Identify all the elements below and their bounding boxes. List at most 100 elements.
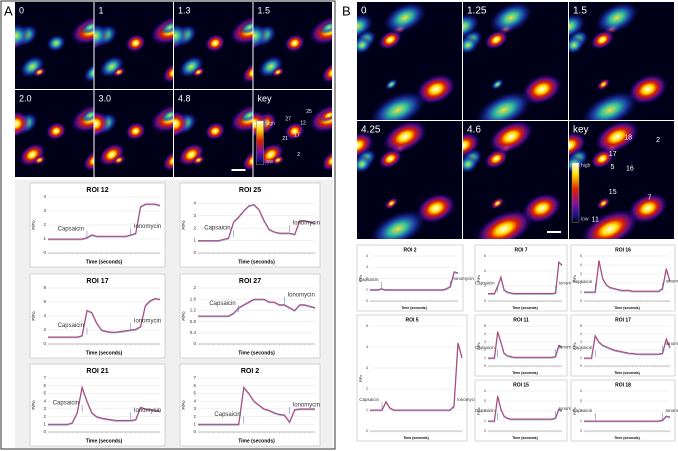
roi-label: 17 [294, 132, 300, 138]
chart-title: ROI 17 [86, 278, 108, 285]
y-tick-label: 4 [193, 398, 196, 403]
cell [382, 121, 428, 154]
cell [484, 148, 509, 169]
x-axis-label: Time (seconds) [512, 436, 538, 440]
chart-title: ROI 16 [615, 247, 631, 253]
y-tick-label: 4 [484, 389, 486, 393]
y-tick-label: 4 [366, 254, 368, 258]
y-tick-label: 0 [484, 299, 486, 303]
y-axis-label: F/Fo [31, 311, 36, 321]
cell [80, 20, 94, 35]
y-tick-label: 1 [43, 421, 46, 426]
x-axis-label: Time (seconds) [238, 438, 275, 444]
y-tick-label: 0 [193, 341, 196, 346]
y-tick-label: 2 [366, 276, 368, 280]
chart-title: ROI 11 [513, 317, 529, 323]
y-axis-label: F/Fo [359, 275, 363, 282]
annotation: Ionomycin [453, 276, 474, 281]
x-axis-label: Time (seconds) [614, 371, 640, 375]
chart-title: ROI 2 [403, 247, 416, 253]
y-tick-label: 0 [580, 429, 582, 433]
chart-title: ROI 25 [239, 187, 261, 194]
y-tick-label: 1 [193, 238, 196, 243]
y-tick-label: 3 [484, 399, 486, 403]
series-line [488, 395, 563, 422]
annotation: Ionomycin [666, 278, 678, 283]
series-line [584, 415, 671, 422]
cell [488, 2, 534, 35]
annotation: Capsaicin [475, 345, 495, 350]
y-tick-label: 0 [193, 429, 196, 434]
cell [112, 155, 126, 165]
annotation: Ionomycin [293, 221, 320, 227]
panel-b-border [339, 0, 678, 450]
series-line-shadow [370, 271, 459, 292]
y-tick-label: 2 [43, 414, 46, 419]
series-line-shadow [584, 415, 671, 423]
annotation: Capsaicin [572, 408, 592, 413]
cell [162, 61, 173, 84]
y-tick-label: 1 [580, 356, 582, 360]
cell [580, 209, 640, 239]
cell [596, 197, 610, 210]
frame-label: 4.25 [361, 125, 381, 136]
y-axis-label: F/Fo [359, 375, 363, 382]
cells [253, 15, 332, 84]
y-tick-label: 0 [580, 299, 582, 303]
cell [204, 34, 226, 53]
frame-label: 1.5 [258, 5, 271, 15]
y-tick-label: 4 [43, 194, 46, 199]
series-line [370, 271, 459, 291]
colorbar [256, 120, 264, 166]
annotation: Ionomycin [134, 224, 161, 230]
y-tick-label: 4 [484, 269, 486, 273]
cell [378, 148, 403, 169]
cells [174, 15, 253, 84]
cell [239, 108, 253, 123]
y-tick-label: 0 [43, 429, 46, 434]
y-tick-label: 3 [193, 406, 196, 411]
y-tick-label: 0 [484, 429, 486, 433]
cell [490, 78, 504, 91]
y-tick-label: 2 [193, 414, 196, 419]
key-title: key [573, 125, 589, 136]
cell [241, 149, 253, 172]
cell [318, 20, 332, 35]
chart-title: ROI 12 [86, 187, 108, 194]
cell [357, 35, 373, 55]
cell [112, 67, 126, 77]
y-tick-label: 7 [193, 375, 196, 380]
annotation: Capsaicin [475, 281, 495, 286]
cell [80, 108, 94, 123]
annotation: Ionomycin [134, 318, 161, 324]
y-tick-label: 6 [484, 254, 486, 258]
frame-label: 2.0 [19, 93, 32, 103]
cell [357, 154, 373, 174]
annotation: Capsaicin [214, 412, 240, 418]
y-tick-label: 1.2 [190, 308, 197, 313]
cell [192, 155, 205, 165]
roi-label: 17 [609, 151, 617, 158]
x-axis-label: Time (seconds) [86, 438, 123, 444]
annotation: Ionomycin [457, 397, 478, 402]
y-tick-label: 3 [43, 208, 46, 213]
y-tick-label: 1 [484, 356, 486, 360]
y-tick-label: 3 [484, 340, 486, 344]
frame-label: 1.5 [573, 6, 587, 17]
annotation: Ionomycin [559, 406, 580, 411]
x-axis-label: Time (seconds) [614, 306, 640, 310]
roi-label: 7 [648, 195, 652, 202]
cell [594, 2, 640, 35]
cell [569, 35, 585, 55]
cell [382, 2, 428, 35]
cells [357, 121, 457, 239]
cells [174, 103, 253, 172]
series-line [198, 386, 315, 425]
roi-label: 16 [626, 165, 634, 172]
cell [204, 122, 226, 141]
roi-label: 2 [297, 152, 300, 158]
cell [94, 22, 110, 49]
y-axis-label: F/Fo [573, 407, 577, 414]
series-line-shadow [48, 385, 161, 426]
